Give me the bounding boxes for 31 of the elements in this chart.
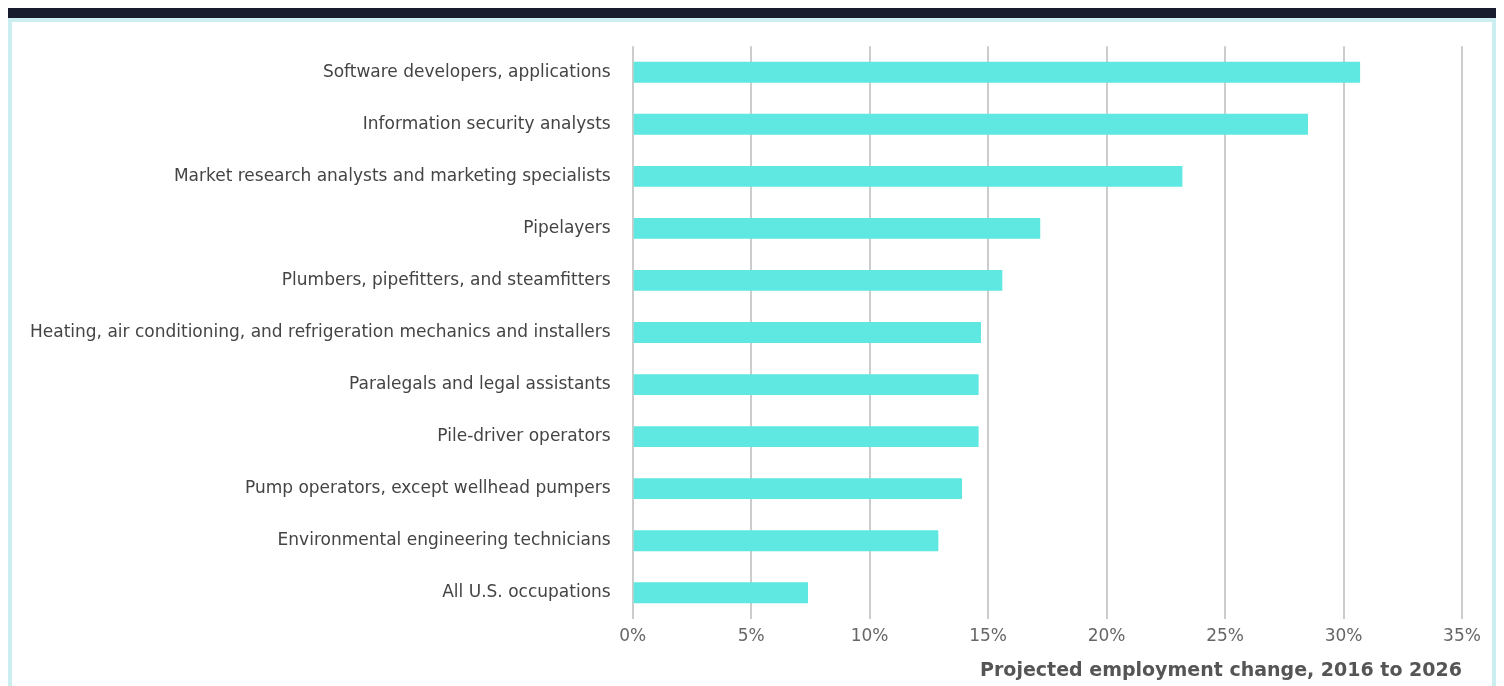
y-tick-label: Heating, air conditioning, and refrigeration mechanics and installers bbox=[29, 320, 611, 341]
y-tick-label: Software developers, applications bbox=[322, 60, 611, 81]
x-tick-label: 10% bbox=[850, 625, 889, 646]
y-tick-label: Pipelayers bbox=[523, 216, 611, 237]
x-tick-label: 30% bbox=[1324, 625, 1363, 646]
y-tick-label: Paralegals and legal assistants bbox=[348, 372, 611, 393]
y-tick-label: Market research analysts and marketing specialists bbox=[173, 164, 611, 185]
y-tick-label: Pump operators, except wellhead pumpers bbox=[244, 477, 611, 498]
x-tick-label: 35% bbox=[1443, 625, 1481, 646]
y-tick-label: Plumbers, pipefitters, and steamfitters bbox=[281, 268, 611, 289]
bar bbox=[633, 530, 939, 552]
bar bbox=[633, 165, 1183, 187]
x-tick-label: 20% bbox=[1087, 625, 1126, 646]
x-tick-label: 15% bbox=[969, 625, 1007, 646]
x-axis-title: Projected employment change, 2016 to 2026 bbox=[980, 657, 1462, 680]
bar bbox=[633, 322, 981, 343]
y-tick-label: All U.S. occupations bbox=[442, 581, 611, 602]
bar bbox=[633, 217, 1041, 239]
x-tick-label: 25% bbox=[1206, 625, 1244, 646]
y-tick-label: Pile-driver operators bbox=[437, 425, 611, 446]
bar bbox=[633, 374, 979, 395]
bar bbox=[633, 270, 1003, 291]
bar bbox=[633, 478, 963, 500]
bar bbox=[633, 113, 1308, 135]
bar bbox=[633, 61, 1361, 83]
x-tick-label: 0% bbox=[619, 625, 647, 646]
x-tick-label: 5% bbox=[737, 625, 765, 646]
y-tick-label: Information security analysts bbox=[362, 112, 611, 133]
bar bbox=[633, 582, 809, 604]
bar bbox=[633, 426, 979, 448]
y-tick-label: Environmental engineering technicians bbox=[277, 529, 611, 550]
